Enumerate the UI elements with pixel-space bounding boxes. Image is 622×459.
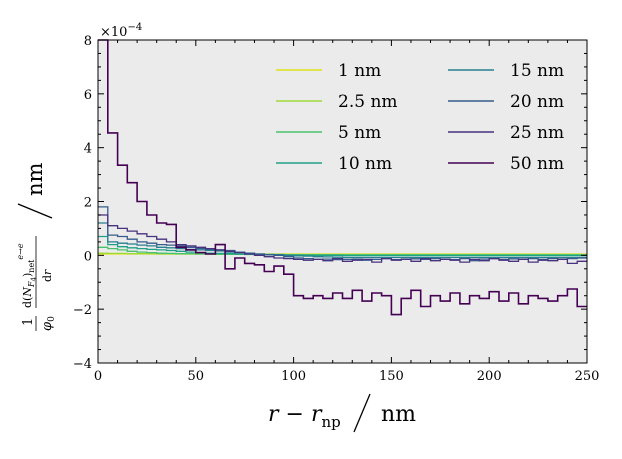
x-tick-label: 0	[94, 369, 102, 384]
x-tick-label: 100	[281, 369, 306, 384]
x-tick-label: 50	[188, 369, 205, 384]
ticks-layer: 0 50 100 150 200 250 −4 −2 0 2 4 6 8	[73, 34, 600, 384]
y-tick-label: 8	[84, 34, 92, 49]
x-tick-label: 150	[379, 369, 404, 384]
x-tick-label: 200	[477, 369, 502, 384]
legend: 1 nm 2.5 nm 5 nm 10 nm 15 nm 20 nm 25 nm 50 nm	[276, 61, 564, 174]
svg-text:nm: nm	[23, 162, 47, 196]
x-axis-label: r − rnp	[268, 402, 341, 431]
plot-frame	[97, 39, 588, 364]
svg-text:dr: dr	[41, 269, 54, 282]
y-tick-label: 0	[84, 249, 92, 264]
series-line-25-nm	[98, 214, 587, 265]
plot-area-background	[98, 40, 587, 363]
y-tick-label: −4	[73, 357, 92, 372]
legend-label: 5 nm	[338, 123, 381, 143]
svg-text:φ0: φ0	[40, 316, 57, 331]
y-scale-multiplier: ×10−4	[100, 22, 142, 40]
y-tick-label: −2	[73, 303, 92, 318]
legend-label: 10 nm	[338, 154, 392, 174]
legend-label: 20 nm	[510, 92, 564, 112]
svg-text:d(NF4)nete→e: d(NF4)nete→e	[16, 243, 38, 308]
y-tick-label: 4	[84, 142, 92, 157]
y-tick-label: 6	[84, 88, 92, 103]
legend-label: 25 nm	[510, 123, 564, 143]
legend-label: 15 nm	[510, 61, 564, 81]
x-axis-label-slash	[353, 393, 371, 433]
legend-label: 2.5 nm	[338, 92, 398, 112]
x-tick-label: 250	[575, 369, 600, 384]
svg-text:1: 1	[21, 318, 36, 326]
legend-label: 50 nm	[510, 154, 564, 174]
y-axis-label: 1 φ0 d(NF4)nete→e dr nm	[16, 162, 57, 331]
series-layer	[98, 39, 587, 316]
y-tick-label: 2	[84, 196, 92, 211]
x-axis-label-unit: nm	[381, 402, 416, 427]
legend-label: 1 nm	[338, 61, 381, 81]
series-line-50-nm	[98, 39, 587, 316]
